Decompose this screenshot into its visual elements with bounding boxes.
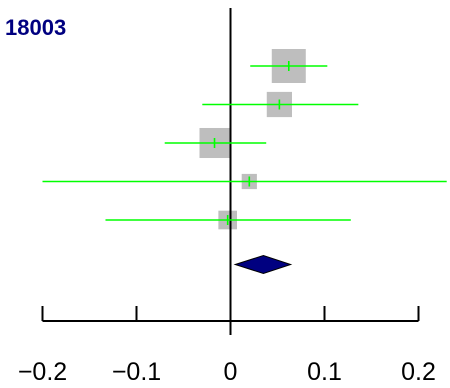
x-tick-label: −0.1: [112, 358, 161, 386]
chart-title: 18003: [5, 15, 67, 40]
summary-estimate: [233, 254, 293, 275]
x-tick-label: −0.2: [18, 358, 67, 386]
study-boxes: [199, 49, 306, 230]
x-tick-label: 0.2: [401, 358, 436, 386]
summary-diamond: [233, 254, 293, 275]
confidence-intervals: [42, 61, 447, 225]
x-tick-label: 0.1: [307, 358, 342, 386]
x-tick-label: 0: [224, 358, 238, 386]
x-axis: −0.2 −0.1 0 0.1 0.2: [18, 306, 436, 386]
